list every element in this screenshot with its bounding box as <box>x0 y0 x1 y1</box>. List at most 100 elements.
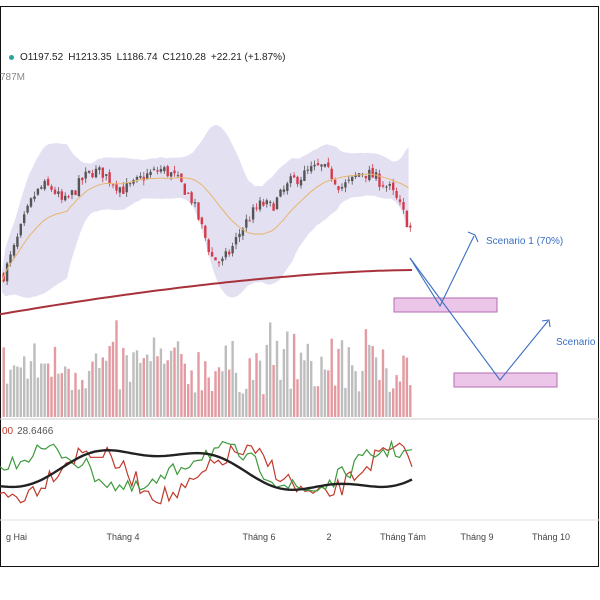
candle <box>156 166 159 175</box>
candle <box>74 189 77 196</box>
volume-bar <box>320 356 323 417</box>
volume-bar <box>23 356 26 417</box>
scenario-1-arrowhead <box>467 231 479 243</box>
scenario-2-arrowhead <box>541 319 551 328</box>
candle <box>388 181 391 191</box>
volume-bar <box>310 361 313 417</box>
volume-bar <box>251 380 255 417</box>
volume-bar <box>265 344 268 417</box>
volume-bar <box>12 365 16 417</box>
candle <box>118 186 122 198</box>
volume-bar <box>125 355 128 417</box>
volume-bar <box>228 369 231 417</box>
candle <box>289 173 292 188</box>
candle <box>19 223 22 238</box>
candle <box>91 169 94 179</box>
volume-bar <box>292 333 296 417</box>
candle <box>29 197 33 208</box>
candle <box>340 183 344 192</box>
volume-bar <box>26 378 29 417</box>
volume-bar <box>183 363 186 417</box>
volume-bar <box>258 360 262 417</box>
candle <box>210 247 214 257</box>
candle <box>306 165 309 175</box>
candle <box>169 171 173 181</box>
volume-bar <box>94 353 98 417</box>
volume-bar <box>84 388 87 417</box>
volume-bar <box>303 360 306 417</box>
volume-bar <box>207 377 210 417</box>
scenario-projections: Scenario 1 (70%) Scenario <box>393 231 596 388</box>
volume-bar <box>118 389 122 417</box>
volume-bar <box>122 347 125 417</box>
volume-bar <box>70 390 74 417</box>
candle <box>81 177 84 185</box>
volume-bar <box>197 352 200 417</box>
candle <box>159 165 163 174</box>
volume-bar <box>98 367 101 417</box>
volume-bar <box>5 383 9 417</box>
scenario-2-target-box <box>453 372 558 388</box>
volume-bar <box>340 340 344 417</box>
candle <box>57 187 60 198</box>
volume-bar <box>221 371 224 417</box>
volume-bar <box>53 346 57 417</box>
volume-bar <box>166 360 169 417</box>
volume-bar <box>385 368 388 417</box>
candle <box>190 191 193 206</box>
candle <box>269 200 272 207</box>
candle <box>60 188 63 204</box>
candle <box>385 185 388 192</box>
volume-bar <box>67 368 70 417</box>
candle <box>152 166 156 171</box>
volume-bar <box>364 329 368 417</box>
volume-bar <box>19 367 22 417</box>
candle <box>279 188 282 198</box>
volume-bar <box>269 322 272 417</box>
candle <box>364 175 368 183</box>
candle <box>163 165 166 174</box>
volume-bar <box>351 365 354 417</box>
candle <box>320 164 323 172</box>
volume-bar <box>241 393 245 417</box>
volume-bar <box>381 349 385 417</box>
volume-bar <box>398 381 402 417</box>
volume-bar <box>327 370 330 417</box>
volume-bar <box>323 369 327 417</box>
volume-bar <box>279 379 282 417</box>
candle <box>303 165 306 182</box>
candle <box>224 248 227 261</box>
candle <box>234 232 238 250</box>
volume-bar <box>234 372 238 417</box>
volume-bar <box>128 381 132 417</box>
volume-bar <box>159 348 163 417</box>
volume-bar <box>395 375 398 417</box>
volume-bar <box>173 347 176 417</box>
volume-bar <box>255 353 258 417</box>
candle <box>105 174 108 181</box>
volume-bar <box>330 338 333 417</box>
candle <box>146 168 149 180</box>
candle <box>94 165 98 179</box>
volume-bar <box>111 341 115 417</box>
volume-bar <box>344 387 347 417</box>
volume-bar <box>368 344 371 417</box>
candle <box>23 211 26 226</box>
candle <box>132 178 135 186</box>
candle <box>33 191 36 202</box>
candle <box>70 189 74 200</box>
candle <box>265 198 268 208</box>
candle <box>344 179 347 193</box>
ohlc-readout: O1197.52 H1213.35 L1186.74 C1210.28 +22.21 (… <box>9 52 290 63</box>
volume-bar <box>16 366 19 417</box>
volume-bar <box>231 341 234 417</box>
scenario-2-path <box>409 257 549 381</box>
volume-bar <box>152 337 156 417</box>
candle <box>231 242 234 257</box>
volume-bar <box>2 347 5 417</box>
candle <box>228 249 231 257</box>
candle <box>402 198 405 214</box>
volume-bar <box>282 349 286 417</box>
volume-bar <box>289 388 292 417</box>
